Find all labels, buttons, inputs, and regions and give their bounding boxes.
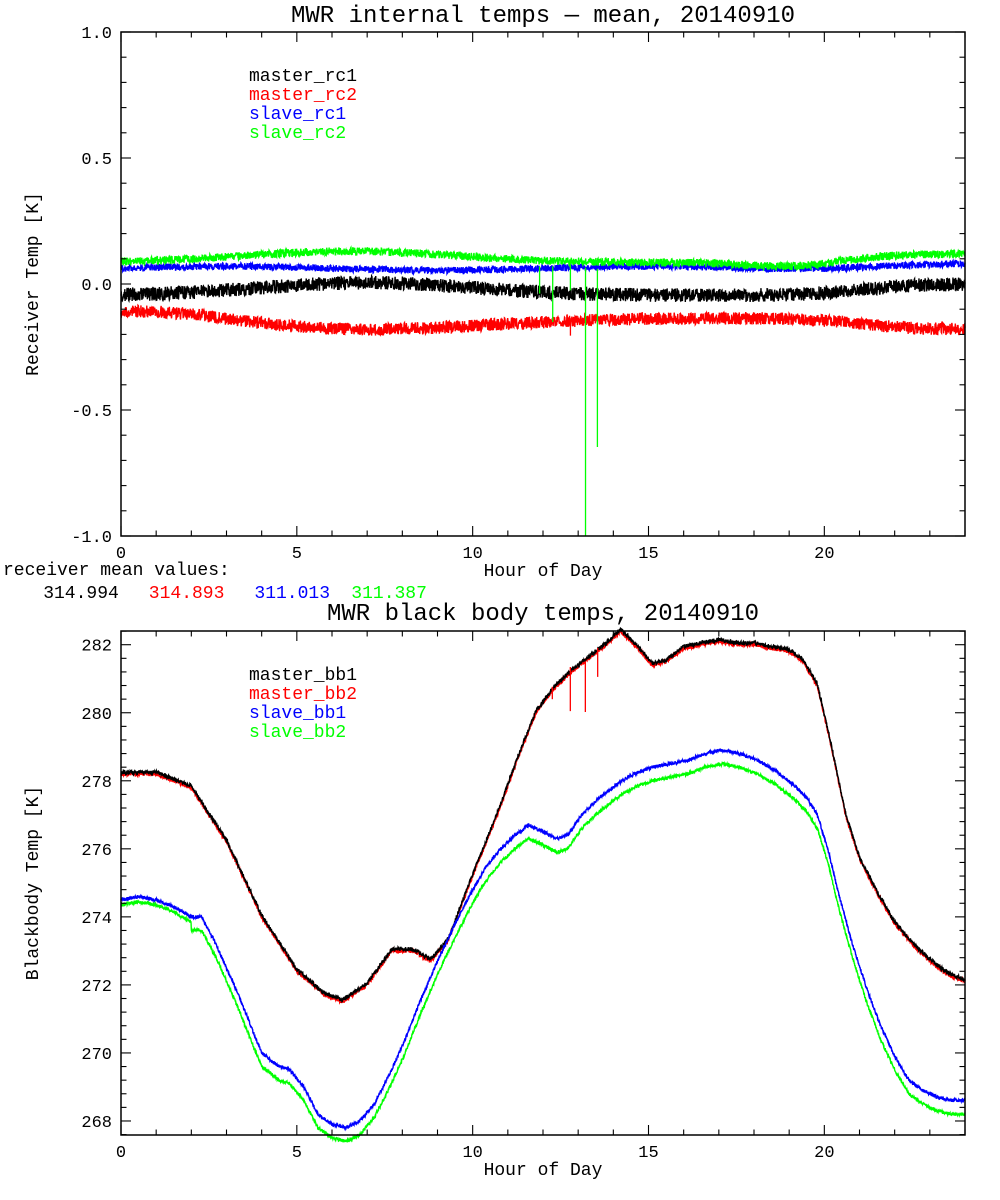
svg-text:270: 270 <box>81 1046 112 1065</box>
svg-text:272: 272 <box>81 978 112 997</box>
svg-text:5: 5 <box>292 1144 302 1163</box>
svg-text:Hour of Day: Hour of Day <box>484 562 603 582</box>
svg-text:Blackbody Temp [K]: Blackbody Temp [K] <box>24 786 44 980</box>
svg-text:1.0: 1.0 <box>81 25 112 44</box>
svg-text:Hour of Day: Hour of Day <box>484 1161 603 1181</box>
svg-text:slave_rc2: slave_rc2 <box>249 124 346 144</box>
svg-text:20: 20 <box>814 1144 834 1163</box>
svg-text:0.0: 0.0 <box>81 277 112 296</box>
svg-text:0: 0 <box>116 1144 126 1163</box>
svg-text:314.893: 314.893 <box>149 584 225 604</box>
svg-text:276: 276 <box>81 842 112 861</box>
svg-text:MWR black body temps, 20140910: MWR black body temps, 20140910 <box>327 601 759 628</box>
svg-text:0.5: 0.5 <box>81 151 112 170</box>
svg-text:314.994: 314.994 <box>43 584 119 604</box>
svg-text:274: 274 <box>81 910 112 929</box>
svg-text:master_bb2: master_bb2 <box>249 685 357 705</box>
svg-text:10: 10 <box>462 545 482 564</box>
svg-text:-0.5: -0.5 <box>71 403 112 422</box>
svg-text:master_rc1: master_rc1 <box>249 67 357 87</box>
svg-text:-1.0: -1.0 <box>71 529 112 548</box>
svg-text:slave_bb2: slave_bb2 <box>249 723 346 743</box>
svg-text:311.387: 311.387 <box>351 584 427 604</box>
svg-text:278: 278 <box>81 774 112 793</box>
svg-text:20: 20 <box>814 545 834 564</box>
svg-text:slave_rc1: slave_rc1 <box>249 105 346 125</box>
svg-text:master_rc2: master_rc2 <box>249 86 357 106</box>
svg-text:Receiver Temp [K]: Receiver Temp [K] <box>24 192 44 376</box>
svg-text:slave_bb1: slave_bb1 <box>249 704 346 724</box>
svg-text:MWR internal temps — mean, 201: MWR internal temps — mean, 20140910 <box>291 3 795 30</box>
svg-text:10: 10 <box>462 1144 482 1163</box>
svg-text:master_bb1: master_bb1 <box>249 666 357 686</box>
svg-text:280: 280 <box>81 706 112 725</box>
svg-text:282: 282 <box>81 638 112 657</box>
svg-text:receiver mean values:: receiver mean values: <box>3 561 230 581</box>
svg-text:15: 15 <box>638 545 658 564</box>
svg-text:268: 268 <box>81 1114 112 1133</box>
svg-text:5: 5 <box>292 545 302 564</box>
svg-text:311.013: 311.013 <box>254 584 330 604</box>
svg-text:15: 15 <box>638 1144 658 1163</box>
